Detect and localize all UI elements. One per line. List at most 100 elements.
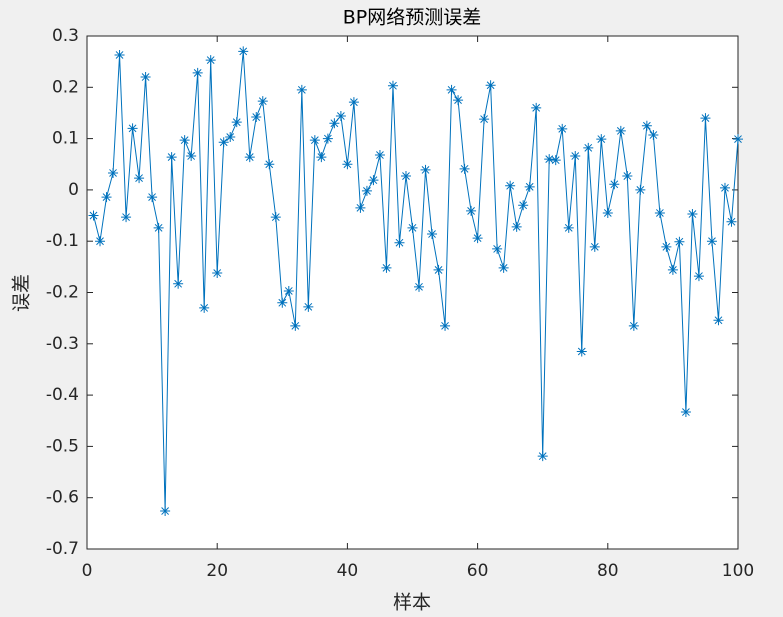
marker: [440, 320, 451, 331]
y-axis-label: 误差: [11, 274, 33, 312]
marker: [492, 243, 503, 254]
marker: [628, 320, 639, 331]
marker: [374, 150, 385, 161]
y-tick-label: 0.2: [52, 77, 79, 97]
y-tick-label: -0.3: [46, 334, 79, 354]
marker: [244, 152, 255, 163]
marker: [251, 112, 262, 123]
x-tick-label: 100: [722, 561, 754, 581]
marker: [264, 159, 275, 170]
marker: [693, 271, 704, 282]
marker: [329, 118, 340, 129]
marker: [348, 97, 359, 108]
marker: [427, 229, 438, 240]
marker: [544, 154, 555, 165]
marker: [414, 281, 425, 292]
marker: [719, 182, 730, 193]
marker: [531, 102, 542, 113]
marker: [563, 222, 574, 233]
marker: [342, 159, 353, 170]
y-tick-label: -0.4: [46, 385, 79, 405]
marker: [674, 236, 685, 247]
marker: [147, 192, 158, 203]
marker: [368, 175, 379, 186]
marker: [101, 192, 112, 203]
marker: [602, 207, 613, 218]
marker: [270, 212, 281, 223]
marker: [88, 210, 99, 221]
marker: [277, 297, 288, 308]
x-axis-label: 样本: [393, 592, 431, 614]
y-tick-label: 0: [68, 180, 79, 200]
marker: [303, 301, 314, 312]
marker: [498, 262, 509, 273]
marker: [609, 179, 620, 190]
marker: [394, 237, 405, 248]
marker: [726, 216, 737, 227]
marker: [212, 268, 223, 279]
marker: [524, 181, 535, 192]
marker: [589, 241, 600, 252]
marker: [381, 262, 392, 273]
marker: [654, 207, 665, 218]
marker: [583, 142, 594, 153]
marker: [680, 407, 691, 418]
marker: [622, 171, 633, 182]
marker: [134, 173, 145, 184]
marker: [479, 114, 490, 125]
marker: [121, 212, 132, 223]
marker: [557, 123, 568, 134]
marker: [160, 506, 171, 517]
marker: [205, 55, 216, 66]
data-line: [93, 51, 739, 512]
marker: [505, 180, 516, 191]
marker: [472, 233, 483, 244]
marker: [576, 346, 587, 357]
marker: [257, 96, 268, 107]
marker: [186, 151, 197, 162]
marker: [335, 111, 346, 122]
y-tick-label: -0.6: [46, 488, 79, 508]
marker: [466, 205, 477, 216]
marker: [407, 222, 418, 233]
marker: [140, 72, 151, 83]
chart-title: BP网络预测误差: [343, 7, 482, 29]
marker: [355, 202, 366, 213]
marker: [635, 184, 646, 195]
marker: [733, 134, 743, 145]
marker: [667, 264, 678, 275]
marker: [550, 155, 561, 166]
marker: [114, 49, 125, 60]
marker: [283, 285, 294, 296]
marker: [231, 117, 242, 128]
marker: [387, 80, 398, 91]
marker: [296, 84, 307, 95]
x-tick-label: 20: [206, 561, 228, 581]
marker: [648, 130, 659, 141]
marker: [511, 221, 522, 232]
marker: [453, 95, 464, 106]
y-tick-label: -0.1: [46, 231, 79, 251]
marker: [309, 135, 320, 146]
marker: [127, 123, 138, 134]
marker: [706, 236, 717, 247]
marker: [400, 171, 411, 182]
y-tick-label: -0.2: [46, 283, 79, 303]
marker: [166, 152, 177, 163]
marker: [153, 222, 164, 233]
x-tick-label: 0: [82, 561, 93, 581]
marker: [615, 125, 626, 136]
plot-area: [86, 35, 739, 550]
y-tick-label: 0.1: [52, 129, 79, 149]
marker: [316, 152, 327, 163]
y-tick-label: 0.3: [52, 26, 79, 46]
marker: [446, 84, 457, 95]
marker: [173, 278, 184, 289]
marker: [459, 163, 470, 174]
marker: [713, 315, 724, 326]
marker: [537, 451, 548, 462]
marker: [420, 164, 431, 175]
marker: [108, 167, 119, 178]
